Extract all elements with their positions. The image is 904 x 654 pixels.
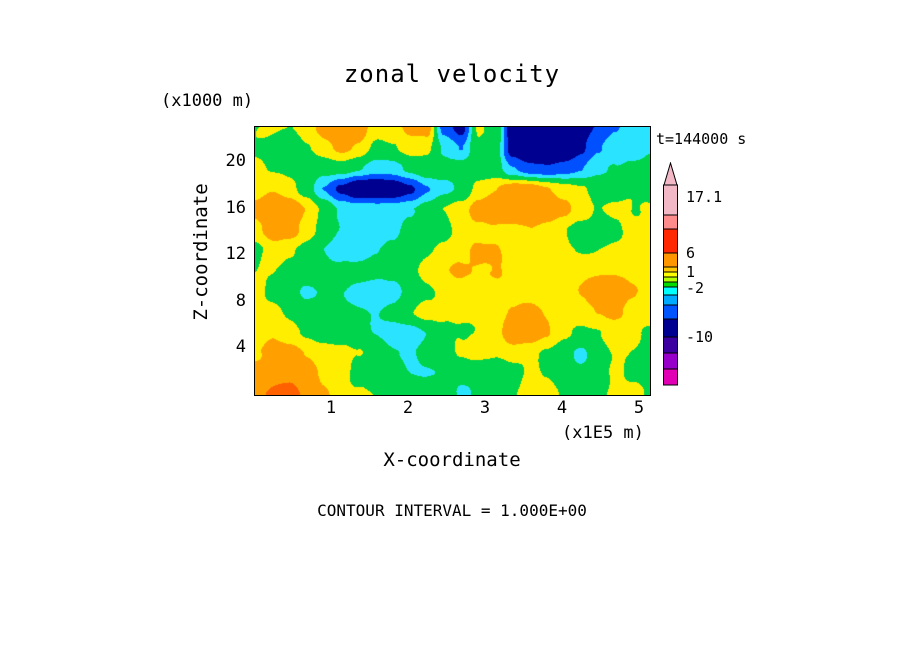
colorbar-arrow bbox=[663, 162, 678, 186]
colorbar-label: -10 bbox=[686, 328, 714, 346]
contour-interval-note: CONTOUR INTERVAL = 1.000E+00 bbox=[317, 501, 587, 520]
x-axis-units-label: (x1E5 m) bbox=[562, 423, 644, 443]
x-tick-label: 4 bbox=[556, 398, 568, 418]
colorbar-segment bbox=[663, 228, 678, 254]
colorbar-segment bbox=[663, 214, 678, 230]
colorbar-segment bbox=[663, 318, 678, 338]
x-axis-title: X-coordinate bbox=[383, 449, 521, 471]
x-tick-label: 3 bbox=[479, 398, 491, 418]
contour-field-canvas bbox=[255, 127, 650, 395]
colorbar-segment bbox=[663, 276, 678, 283]
y-tick-label: 4 bbox=[235, 337, 246, 358]
colorbar-label: 6 bbox=[686, 244, 696, 262]
colorbar-segment bbox=[663, 281, 678, 288]
colorbar-segment bbox=[663, 336, 678, 354]
x-tick-label: 5 bbox=[633, 398, 645, 418]
chart-title: zonal velocity bbox=[343, 60, 561, 88]
colorbar-segment bbox=[663, 304, 678, 320]
colorbar-segment bbox=[663, 352, 678, 370]
y-tick-label: 12 bbox=[225, 244, 246, 265]
colorbar-segment bbox=[663, 184, 678, 216]
x-tick-label: 2 bbox=[402, 398, 414, 418]
colorbar-segment bbox=[663, 252, 678, 268]
colorbar-segment bbox=[663, 266, 678, 273]
colorbar-segment bbox=[663, 286, 678, 296]
y-axis-units-label: (x1000 m) bbox=[161, 91, 254, 111]
y-tick-label: 8 bbox=[235, 290, 246, 311]
y-tick-label: 16 bbox=[225, 197, 246, 218]
colorbar-label: -2 bbox=[686, 279, 705, 297]
y-tick-label: 20 bbox=[225, 150, 246, 171]
x-tick-label: 1 bbox=[325, 398, 337, 418]
colorbar-segment bbox=[663, 294, 678, 306]
colorbar-segment bbox=[663, 271, 678, 278]
colorbar-label: 1 bbox=[686, 263, 696, 281]
time-annotation: t=144000 s bbox=[656, 130, 747, 148]
plot-area bbox=[254, 126, 651, 396]
colorbar bbox=[663, 162, 678, 386]
colorbar-label: 17.1 bbox=[686, 188, 723, 206]
colorbar-segment bbox=[663, 368, 678, 386]
